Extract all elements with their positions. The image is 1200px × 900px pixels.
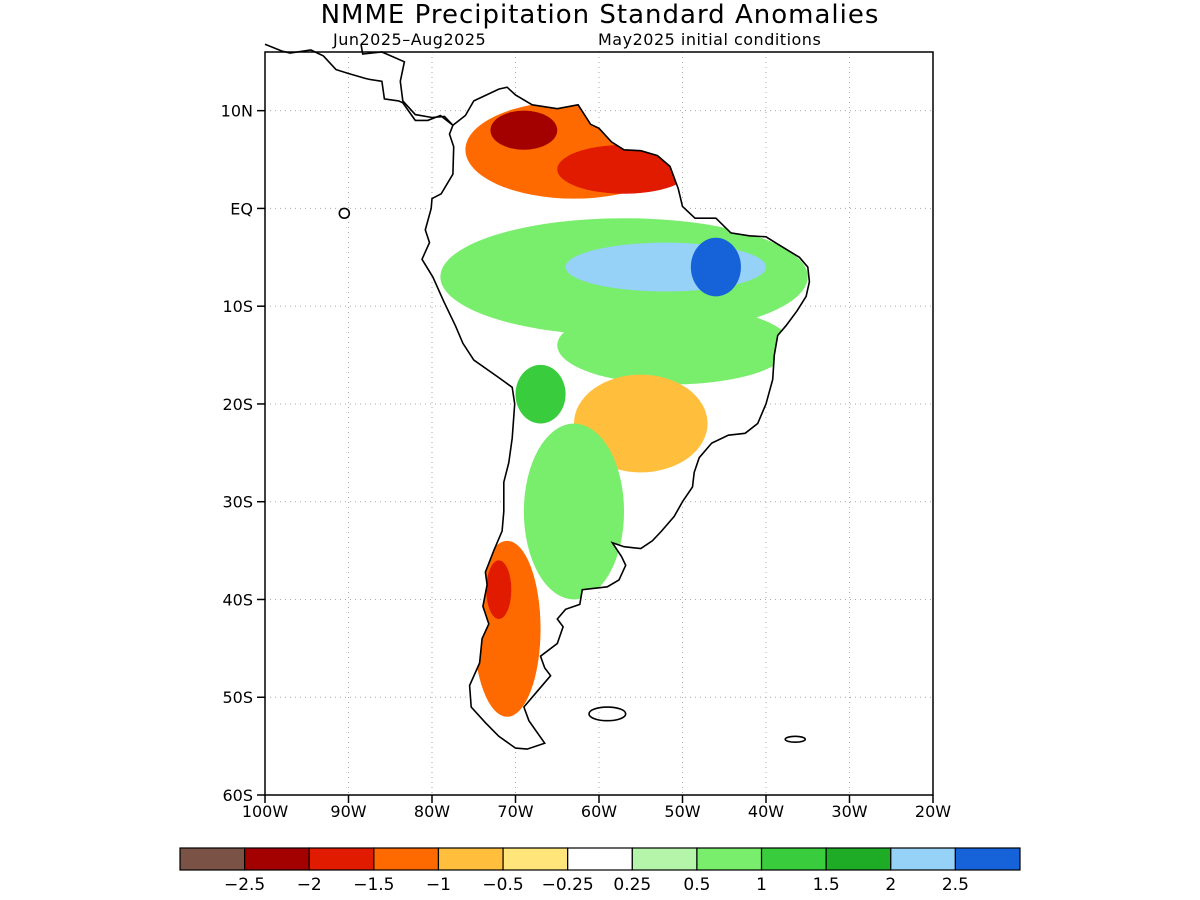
colorbar-label: −0.5 bbox=[482, 875, 523, 895]
colorbar-swatch bbox=[825, 847, 892, 871]
lon-tick-label: 30W bbox=[831, 802, 867, 821]
lon-tick-label: 40W bbox=[748, 802, 784, 821]
colorbar-label: −0.25 bbox=[542, 875, 594, 895]
lon-tick-label: 50W bbox=[664, 802, 700, 821]
lat-tick-label: 30S bbox=[222, 493, 253, 512]
colorbar-label: 1.5 bbox=[813, 875, 840, 895]
colorbar-label: −1 bbox=[426, 875, 451, 895]
colorbar-swatch bbox=[308, 847, 375, 871]
colorbar-label: −2 bbox=[297, 875, 322, 895]
island-outline bbox=[338, 207, 351, 219]
lon-tick-label: 20W bbox=[915, 802, 951, 821]
colorbar-swatch bbox=[502, 847, 569, 871]
map-title: NMME Precipitation Standard Anomalies bbox=[320, 0, 880, 30]
colorbar-label: −2.5 bbox=[224, 875, 265, 895]
colorbar-swatch bbox=[373, 847, 440, 871]
anomaly-region-central-brazil-wet bbox=[557, 306, 792, 385]
colorbar-swatch bbox=[954, 847, 1021, 871]
anomaly-region-argentina-wet bbox=[523, 423, 625, 600]
coastline bbox=[264, 43, 811, 750]
colorbar-label: 2.5 bbox=[942, 875, 969, 895]
island-outline bbox=[784, 735, 807, 744]
south-america-coastline bbox=[421, 86, 811, 750]
colorbar-label: 0.25 bbox=[613, 875, 651, 895]
central-america-caribbean-coast bbox=[360, 44, 454, 126]
lat-tick-label: 10S bbox=[222, 297, 253, 316]
anomaly-region-venezuela-core bbox=[490, 110, 558, 150]
initial-conditions-subtitle: May2025 initial conditions bbox=[598, 30, 822, 49]
island-outline bbox=[588, 706, 627, 722]
central-america-pacific-coast bbox=[264, 43, 454, 126]
season-subtitle: Jun2025–Aug2025 bbox=[333, 30, 487, 49]
anomaly-region-chile-core bbox=[486, 560, 512, 620]
colorbar-label: −1.5 bbox=[353, 875, 394, 895]
lat-tick-label: EQ bbox=[230, 199, 253, 218]
colorbar-label: 0.5 bbox=[683, 875, 710, 895]
lat-tick-label: 60S bbox=[222, 786, 253, 805]
colorbar-swatch bbox=[244, 847, 310, 871]
lat-tick-label: 40S bbox=[222, 590, 253, 609]
anomaly-shading bbox=[422, 87, 810, 750]
lon-tick-label: 80W bbox=[414, 802, 450, 821]
lon-tick-label: 90W bbox=[330, 802, 366, 821]
anomaly-region-bolivia-wet bbox=[515, 364, 566, 424]
colorbar-swatch bbox=[890, 847, 956, 871]
colorbar-swatch bbox=[696, 847, 763, 871]
colorbar-swatch bbox=[631, 847, 698, 871]
anomaly-region-ne-brazil-core bbox=[690, 237, 741, 297]
colorbar-label: 1 bbox=[756, 875, 767, 895]
lon-tick-label: 100W bbox=[242, 802, 289, 821]
lon-tick-label: 70W bbox=[497, 802, 533, 821]
colorbar-swatch bbox=[179, 847, 246, 871]
colorbar-swatch bbox=[437, 847, 504, 871]
colorbar-swatch bbox=[760, 847, 827, 871]
lat-tick-label: 50S bbox=[222, 688, 253, 707]
lat-tick-label: 10N bbox=[221, 102, 253, 121]
colorbar-label: 2 bbox=[885, 875, 896, 895]
lat-tick-label: 20S bbox=[222, 395, 253, 414]
colorbar-swatch bbox=[567, 847, 633, 871]
lon-tick-label: 60W bbox=[581, 802, 617, 821]
anomaly-region-guianas-core bbox=[557, 144, 691, 194]
